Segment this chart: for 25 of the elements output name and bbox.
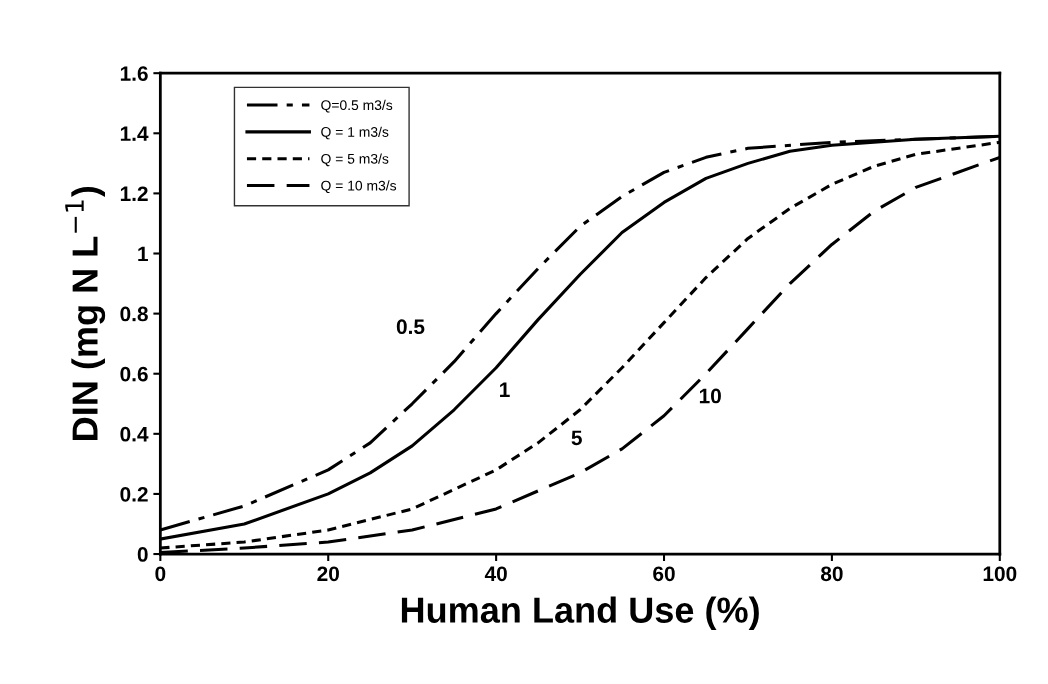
y-tick-label: 1.4	[120, 126, 149, 141]
y-tick-label: 0.6	[120, 366, 148, 382]
legend-label: Q = 5 m3/s	[321, 153, 389, 167]
y-tick-label: 1	[138, 246, 148, 262]
annotation: 0.5	[396, 319, 425, 335]
annotation: 5	[571, 430, 582, 446]
y-tick-label: 1.2	[120, 186, 148, 201]
y-tick-label: 0.2	[120, 486, 148, 502]
legend-label: Q=0.5 m3/s	[321, 99, 393, 113]
legend-label: Q = 1 m3/s	[321, 126, 389, 140]
x-tick-label: 0	[155, 566, 166, 582]
x-tick-label: 40	[484, 566, 507, 582]
y-tick-label: 1.6	[120, 66, 148, 81]
annotation: 1	[500, 382, 510, 397]
legend-label: Q = 10 m3/s	[321, 180, 397, 194]
x-axis-title: Human Land Use (%)	[401, 596, 759, 631]
x-tick-label: 100	[983, 566, 1017, 582]
x-tick-label: 20	[317, 566, 339, 582]
annotation: 10	[699, 388, 721, 404]
y-axis-title: DIN (mg N L$^{−1}$)	[65, 186, 106, 440]
y-tick-label: 0.4	[120, 426, 149, 442]
x-tick-label: 80	[820, 566, 843, 582]
x-tick-label: 60	[653, 566, 675, 582]
y-tick-label: 0.8	[120, 306, 148, 322]
y-tick-label: 0	[137, 547, 148, 562]
